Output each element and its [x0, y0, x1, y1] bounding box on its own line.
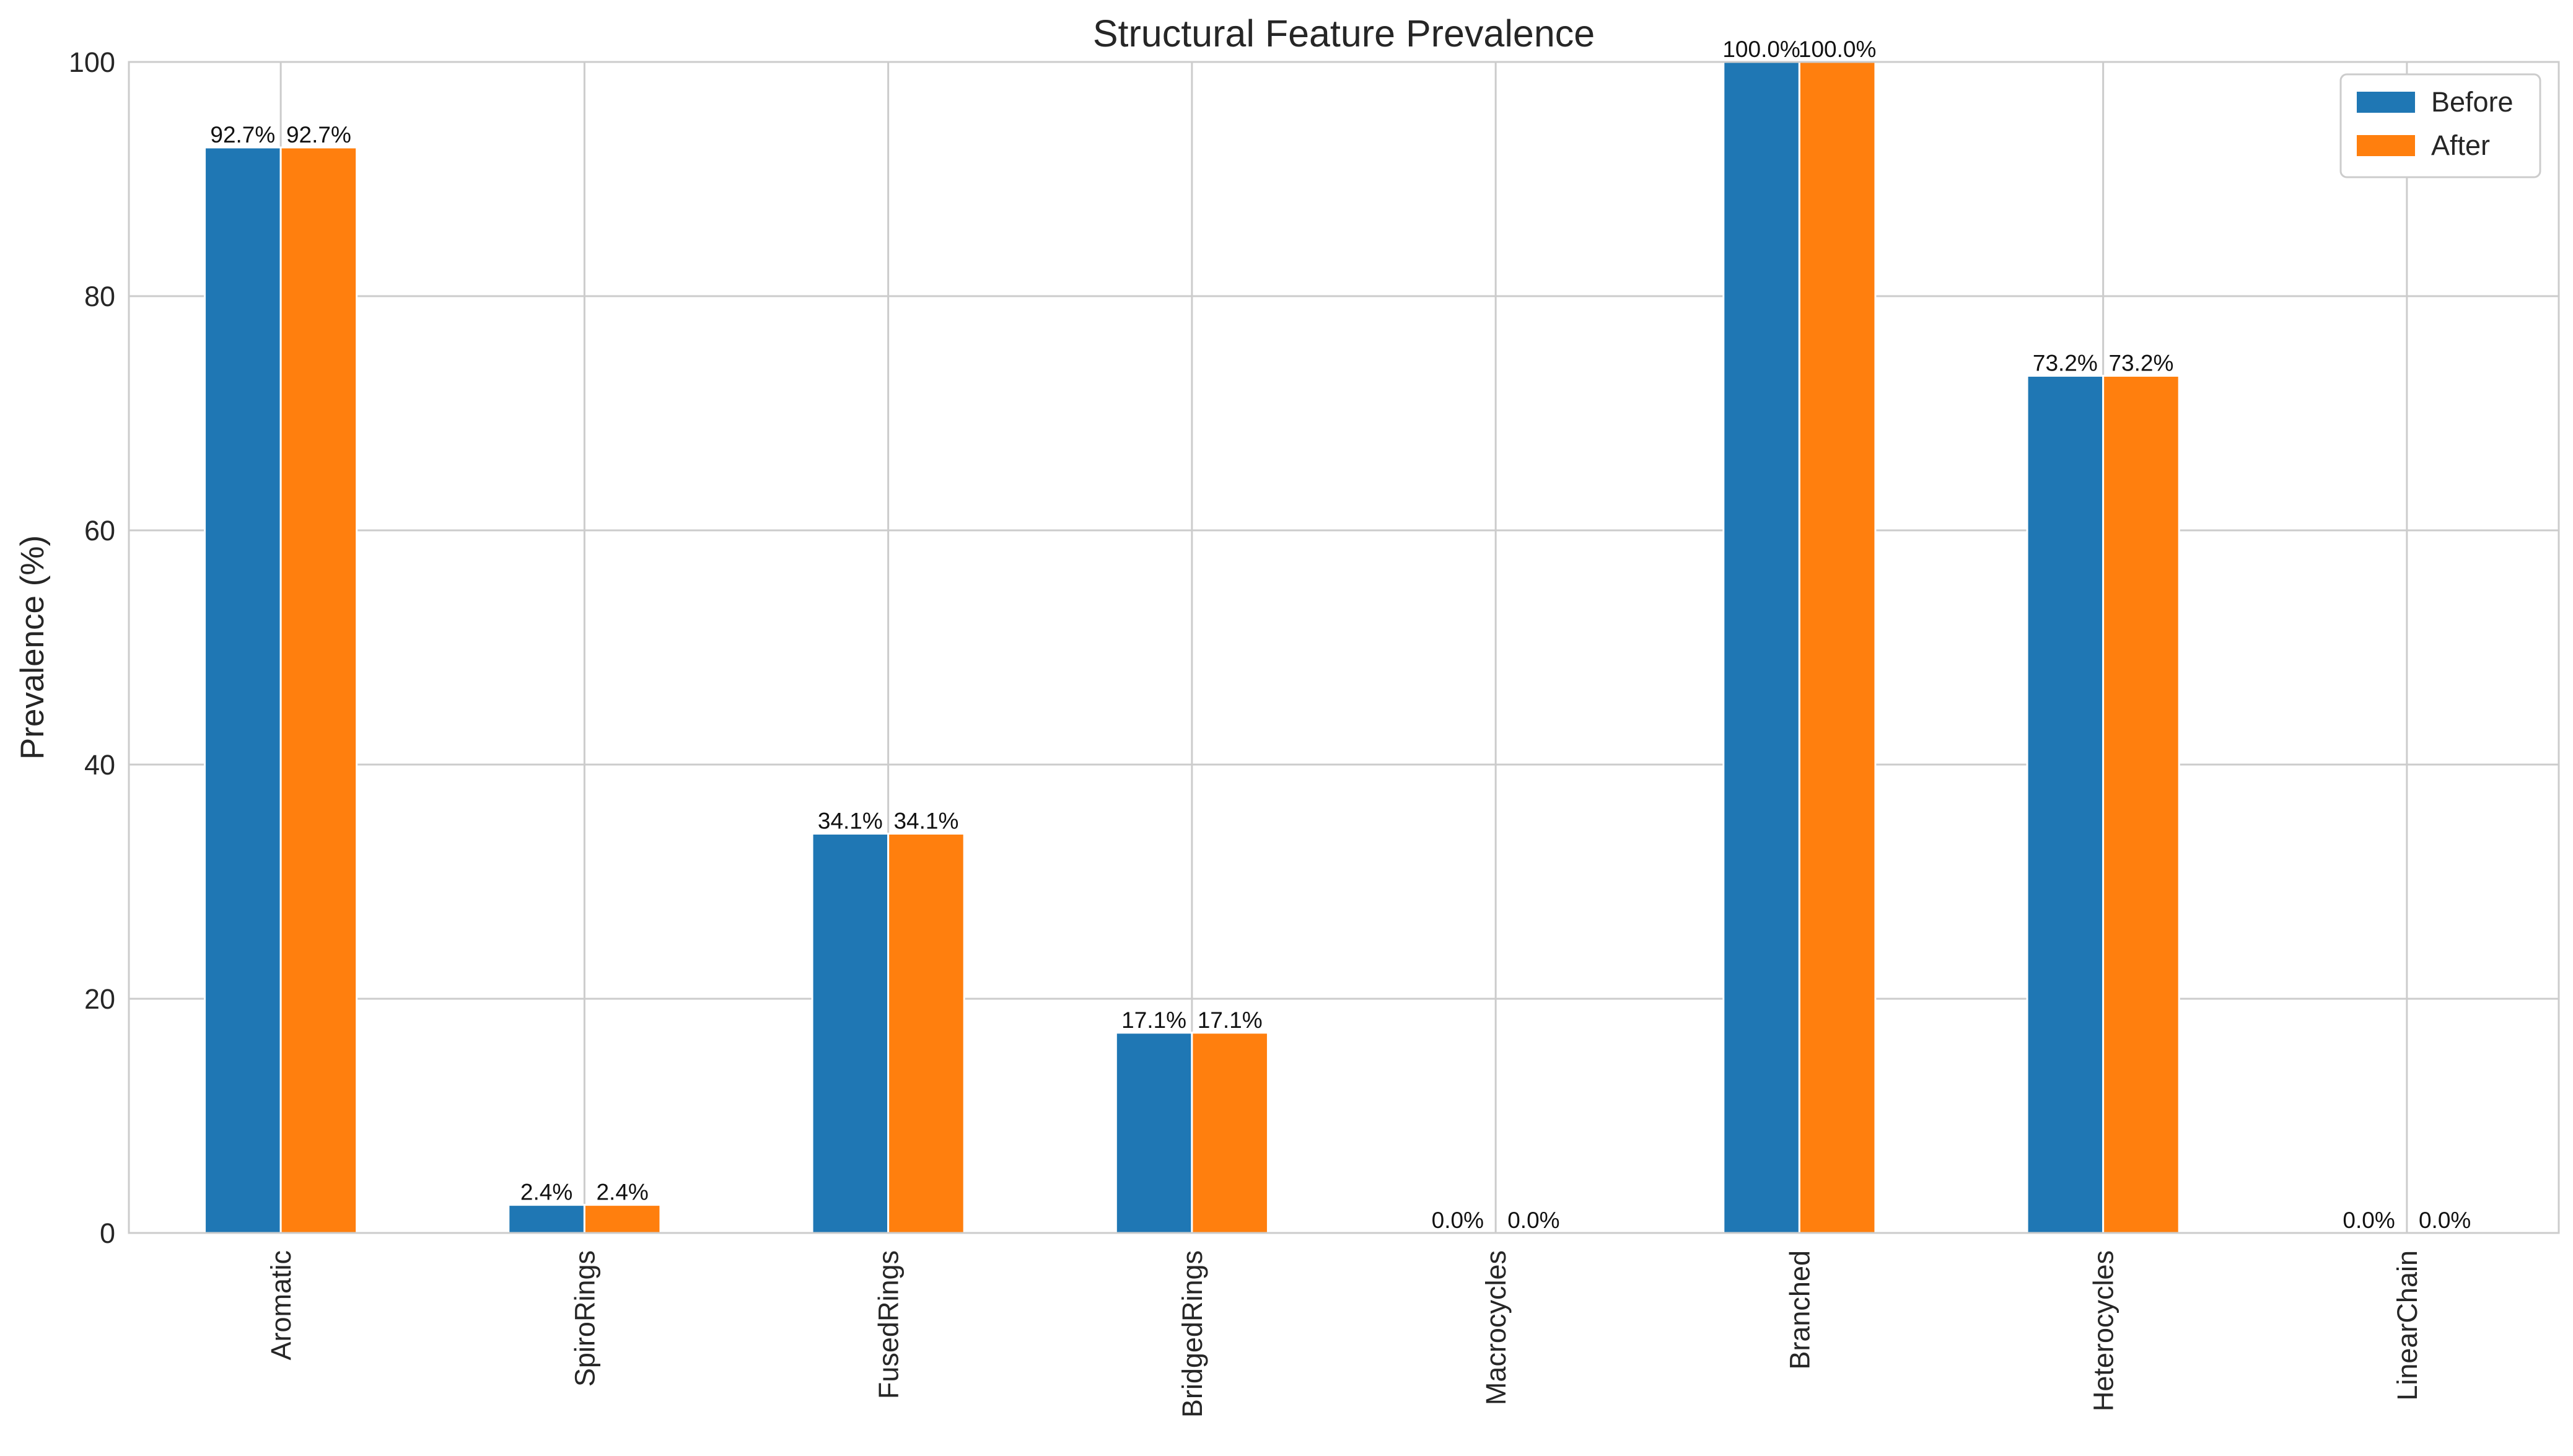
bar-after-heterocycles [2102, 375, 2180, 1234]
data-labels: 92.7% 2.4% 34.1% 17.1% 0.0% 100.0% 73.2% 0.0% 92… [210, 37, 2471, 1233]
y-tick-label: 60 [84, 515, 115, 546]
x-tick-label: LinearChain [2391, 1250, 2423, 1401]
bars [204, 61, 2180, 1234]
plot-frame [128, 61, 2560, 1234]
y-axis-label: Prevalence (%) [14, 535, 51, 760]
legend-swatch [2357, 135, 2415, 156]
bar-before-bridgedrings [1115, 1032, 1193, 1234]
legend-label: Before [2431, 86, 2514, 118]
x-tick-label: FusedRings [873, 1250, 905, 1399]
bar-after-bridgedrings [1191, 1032, 1269, 1234]
gridlines [129, 61, 2559, 1234]
data-label: 34.1% [893, 809, 958, 834]
y-tick-label: 0 [100, 1217, 115, 1249]
bar-before-branched [1722, 61, 1800, 1234]
data-label: 2.4% [520, 1180, 572, 1205]
bar-after-spirorings [583, 1204, 662, 1234]
x-tick-label: Macrocycles [1480, 1250, 1512, 1405]
data-label: 0.0% [1507, 1208, 1559, 1233]
x-tick-labels: Aromatic SpiroRings FusedRings BridgedRings… [265, 1250, 2423, 1418]
x-tick-label: Heterocycles [2088, 1250, 2119, 1411]
data-label: 34.1% [818, 809, 883, 834]
y-tick-label: 80 [84, 281, 115, 312]
y-tick-label: 100 [69, 46, 115, 78]
y-tick-label: 20 [84, 983, 115, 1015]
bar-after-aromatic [279, 146, 358, 1234]
legend-label: After [2431, 129, 2490, 161]
data-label: 0.0% [1432, 1208, 1484, 1233]
x-tick-label: Aromatic [265, 1250, 297, 1361]
y-tick-labels: 0 20 40 60 80 100 [69, 46, 115, 1249]
data-label: 2.4% [596, 1180, 648, 1205]
x-tick-label: SpiroRings [569, 1250, 600, 1387]
bar-before-heterocycles [2026, 375, 2105, 1234]
data-label: 0.0% [2343, 1208, 2395, 1233]
chart-title: Structural Feature Prevalence [1093, 12, 1595, 55]
data-label: 92.7% [286, 122, 351, 147]
data-label: 17.1% [1121, 1007, 1186, 1033]
data-label: 17.1% [1198, 1007, 1263, 1033]
bar-before-aromatic [204, 146, 282, 1234]
bar-before-fusedrings [811, 833, 890, 1234]
y-tick-label: 40 [84, 749, 115, 781]
data-label: 92.7% [210, 122, 275, 147]
bar-after-branched [1798, 61, 1877, 1234]
x-tick-label: Branched [1784, 1250, 1815, 1370]
data-label: 100.0% [1722, 37, 1800, 62]
x-tick-label: BridgedRings [1177, 1250, 1208, 1418]
bar-before-spirorings [507, 1204, 585, 1234]
bar-after-fusedrings [887, 833, 965, 1234]
data-label: 100.0% [1799, 37, 1877, 62]
data-label: 73.2% [2033, 351, 2098, 376]
legend: Before After [2339, 73, 2541, 178]
legend-swatch [2357, 92, 2415, 113]
data-label: 73.2% [2108, 351, 2173, 376]
data-label: 0.0% [2419, 1208, 2471, 1233]
